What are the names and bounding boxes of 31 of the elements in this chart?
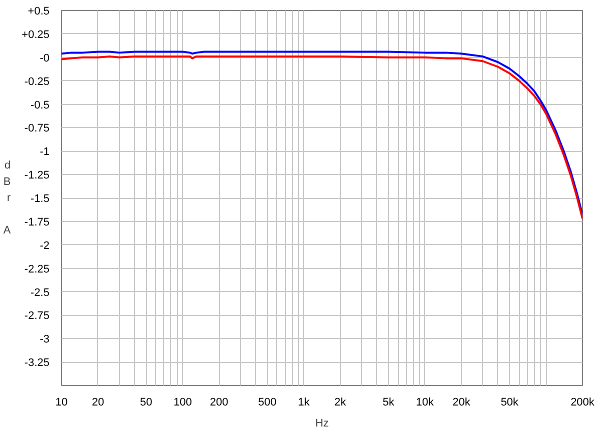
x-tick-label: 10k [416, 396, 434, 408]
text: dBr A [3, 160, 11, 236]
y-tick-label: -2.5 [30, 286, 50, 299]
x-tick-label: 50k [500, 396, 519, 408]
x-tick-label: 5k [382, 396, 395, 408]
x-tick-label: 2k [334, 396, 347, 408]
y-tick-label: -3 [40, 334, 50, 346]
y-tick-label: -0 [40, 52, 50, 64]
x-tick-label: 50 [140, 396, 152, 408]
y-tick-label: +0.5 [28, 6, 50, 18]
y-tick-label: -0.25 [24, 76, 50, 88]
x-tick-label: 10 [55, 396, 68, 408]
y-tick-label: -1.25 [24, 170, 50, 182]
x-tick-label: 200 [210, 396, 228, 408]
y-tick-label: -1.5 [30, 193, 50, 205]
x-tick-label: 200k [570, 396, 595, 408]
x-tick-label: 1k [298, 396, 310, 408]
y-tick-label: -1 [40, 146, 50, 158]
x-tick-label: 100 [173, 396, 192, 408]
y-tick-label: -2.75 [24, 310, 50, 322]
y-tick-label: -0.75 [24, 122, 50, 135]
y-tick-label: -3.25 [24, 357, 50, 370]
x-tick-label: 20k [452, 396, 471, 408]
x-axis-title: Hz [315, 418, 329, 430]
y-tick-label: -1.75 [24, 216, 50, 228]
x-tick-label: 20 [92, 396, 104, 408]
y-tick-label: -0.5 [30, 99, 50, 112]
y-tick-label: -2.25 [24, 263, 50, 276]
x-tick-label: 500 [258, 396, 276, 408]
y-tick-label: -2 [40, 240, 50, 252]
y-tick-label: +0.25 [22, 28, 50, 41]
